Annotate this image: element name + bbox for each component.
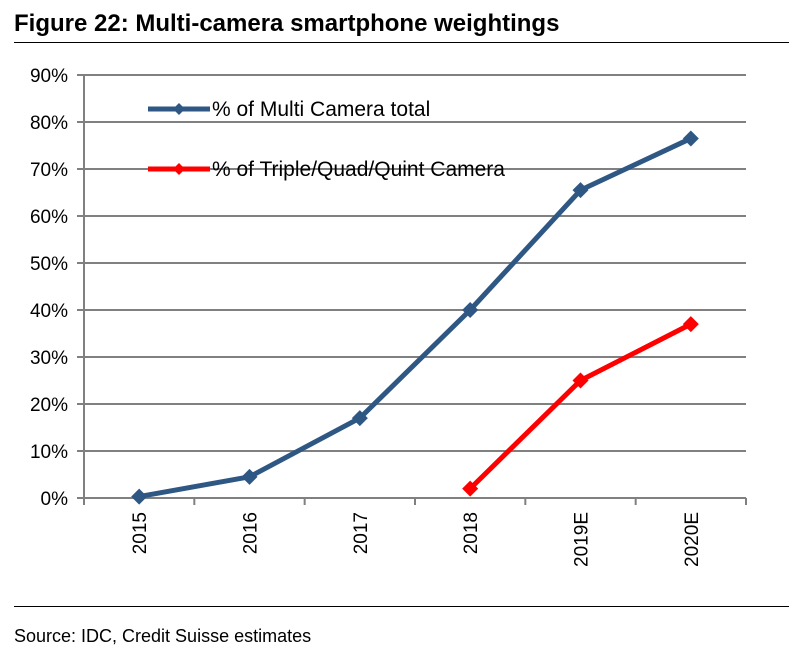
y-tick-label: 0% (41, 489, 69, 510)
title-divider (14, 42, 789, 43)
y-axis-ticks: 0% 10% 20% 30% 40% 50% 60% 70% 80% 90% (30, 66, 68, 510)
y-tick-label: 60% (30, 207, 68, 228)
x-axis-ticks: 2015 2016 2017 2018 2019E 2020E (130, 512, 703, 567)
y-tick-label: 20% (30, 395, 68, 416)
legend: % of Multi Camera total % of Triple/Quad/… (148, 98, 505, 181)
legend-swatch-marker (173, 163, 185, 175)
x-tick-label: 2016 (241, 512, 262, 554)
y-tick-label: 50% (30, 254, 68, 275)
data-point-marker (572, 372, 589, 389)
y-tick-label: 40% (30, 301, 68, 322)
y-tick-label: 80% (30, 113, 68, 134)
legend-label: % of Multi Camera total (212, 98, 430, 121)
x-tick-label: 2019E (572, 512, 593, 567)
x-tick-label: 2018 (461, 512, 482, 554)
data-point-marker (462, 302, 479, 318)
data-point-marker (241, 468, 258, 485)
legend-label: % of Triple/Quad/Quint Camera (212, 158, 505, 181)
source-divider (14, 606, 789, 607)
data-point-marker (462, 480, 479, 497)
legend-swatch-marker (173, 103, 185, 115)
series-line (468, 321, 692, 491)
x-tick-label: 2015 (130, 512, 151, 554)
data-point-marker (572, 182, 589, 199)
y-tick-label: 30% (30, 348, 68, 369)
y-tick-label: 70% (30, 160, 68, 181)
chart-title: Figure 22: Multi-camera smartphone weigh… (14, 10, 560, 37)
source-note: Source: IDC, Credit Suisse estimates (14, 626, 312, 646)
series-lines (131, 130, 699, 505)
x-tick-label: 2020E (682, 512, 703, 567)
x-tick-label: 2017 (351, 512, 372, 554)
data-point-marker (351, 410, 368, 427)
gridlines (77, 74, 747, 505)
series-line (138, 136, 692, 500)
y-tick-label: 10% (30, 442, 68, 463)
data-point-marker (131, 488, 148, 505)
y-tick-label: 90% (30, 66, 68, 87)
data-point-marker (682, 316, 699, 333)
data-point-marker (682, 130, 699, 147)
